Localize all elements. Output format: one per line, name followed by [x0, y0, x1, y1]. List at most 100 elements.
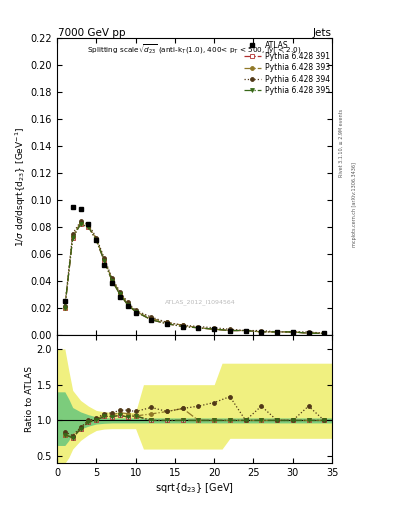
ATLAS	[212, 326, 217, 332]
Pythia 6.428 391	[322, 330, 327, 336]
Pythia 6.428 394	[78, 219, 83, 225]
Pythia 6.428 394	[243, 328, 248, 334]
Pythia 6.428 393	[259, 329, 264, 335]
Pythia 6.428 393	[290, 329, 295, 335]
Pythia 6.428 395	[78, 221, 83, 227]
ATLAS	[165, 321, 169, 327]
Pythia 6.428 391	[228, 328, 232, 334]
Pythia 6.428 395	[86, 224, 91, 230]
Text: mcplots.cern.ch [arXiv:1306.3436]: mcplots.cern.ch [arXiv:1306.3436]	[352, 162, 357, 247]
Pythia 6.428 394	[212, 325, 217, 331]
Pythia 6.428 394	[118, 288, 122, 294]
Pythia 6.428 393	[78, 220, 83, 226]
X-axis label: sqrt{d$_{23}$} [GeV]: sqrt{d$_{23}$} [GeV]	[155, 481, 234, 495]
Pythia 6.428 394	[149, 314, 154, 320]
ATLAS	[322, 330, 327, 336]
ATLAS	[180, 324, 185, 330]
Pythia 6.428 395	[212, 326, 217, 332]
Pythia 6.428 393	[149, 315, 154, 322]
Pythia 6.428 393	[86, 222, 91, 228]
Y-axis label: Ratio to ATLAS: Ratio to ATLAS	[25, 366, 34, 432]
Pythia 6.428 391	[110, 278, 114, 284]
ATLAS	[275, 329, 279, 335]
Pythia 6.428 395	[62, 305, 67, 311]
ATLAS	[259, 329, 264, 335]
Pythia 6.428 394	[290, 329, 295, 335]
Pythia 6.428 394	[259, 328, 264, 334]
Pythia 6.428 393	[212, 326, 217, 332]
Pythia 6.428 394	[125, 299, 130, 305]
Pythia 6.428 395	[306, 330, 311, 336]
Pythia 6.428 395	[275, 329, 279, 335]
Pythia 6.428 395	[243, 328, 248, 334]
Pythia 6.428 391	[70, 234, 75, 241]
Pythia 6.428 393	[322, 330, 327, 336]
ATLAS	[306, 330, 311, 336]
Pythia 6.428 394	[306, 329, 311, 335]
Pythia 6.428 393	[228, 328, 232, 334]
Pythia 6.428 391	[78, 221, 83, 227]
Pythia 6.428 394	[275, 329, 279, 335]
ATLAS	[290, 329, 295, 335]
Pythia 6.428 391	[62, 305, 67, 311]
ATLAS	[118, 294, 122, 300]
Pythia 6.428 391	[196, 325, 201, 331]
Pythia 6.428 395	[125, 302, 130, 308]
Pythia 6.428 394	[110, 275, 114, 281]
Pythia 6.428 393	[125, 301, 130, 307]
Pythia 6.428 393	[275, 329, 279, 335]
ATLAS	[110, 281, 114, 287]
ATLAS	[78, 206, 83, 212]
Pythia 6.428 391	[306, 330, 311, 336]
Pythia 6.428 394	[196, 324, 201, 330]
ATLAS	[62, 298, 67, 304]
Line: Pythia 6.428 393: Pythia 6.428 393	[63, 221, 326, 335]
Pythia 6.428 394	[322, 330, 327, 336]
Pythia 6.428 395	[110, 278, 114, 284]
Pythia 6.428 391	[118, 291, 122, 297]
Pythia 6.428 394	[228, 326, 232, 332]
Text: ATLAS_2012_I1094564: ATLAS_2012_I1094564	[165, 300, 235, 305]
Text: Splitting scale$\sqrt{d_{23}}$ (anti-k$_T$(1.0), 400< p$_T$ < 500, |y| < 2.0): Splitting scale$\sqrt{d_{23}}$ (anti-k$_…	[87, 43, 302, 57]
Pythia 6.428 391	[94, 237, 99, 243]
Pythia 6.428 394	[102, 255, 107, 261]
Pythia 6.428 395	[94, 237, 99, 243]
Text: Rivet 3.1.10, ≥ 2.9M events: Rivet 3.1.10, ≥ 2.9M events	[339, 109, 344, 178]
Line: Pythia 6.428 391: Pythia 6.428 391	[63, 222, 326, 335]
Pythia 6.428 395	[196, 325, 201, 331]
Pythia 6.428 393	[306, 330, 311, 336]
Pythia 6.428 391	[86, 224, 91, 230]
Text: Jets: Jets	[312, 28, 331, 38]
Pythia 6.428 393	[70, 233, 75, 240]
Pythia 6.428 391	[212, 326, 217, 332]
Pythia 6.428 393	[102, 256, 107, 262]
Pythia 6.428 395	[165, 321, 169, 327]
Pythia 6.428 393	[118, 290, 122, 296]
Pythia 6.428 391	[275, 329, 279, 335]
ATLAS	[149, 317, 154, 323]
Pythia 6.428 395	[180, 324, 185, 330]
Pythia 6.428 391	[149, 317, 154, 323]
Pythia 6.428 391	[133, 309, 138, 315]
Pythia 6.428 394	[133, 307, 138, 313]
Pythia 6.428 394	[62, 303, 67, 309]
Pythia 6.428 394	[70, 230, 75, 237]
Pythia 6.428 393	[165, 319, 169, 326]
Pythia 6.428 395	[70, 234, 75, 241]
Line: Pythia 6.428 395: Pythia 6.428 395	[63, 222, 326, 335]
ATLAS	[243, 328, 248, 334]
Pythia 6.428 393	[196, 325, 201, 331]
Pythia 6.428 391	[180, 324, 185, 330]
Pythia 6.428 393	[133, 309, 138, 315]
Pythia 6.428 391	[243, 328, 248, 334]
ATLAS	[86, 221, 91, 227]
Pythia 6.428 395	[322, 330, 327, 336]
Pythia 6.428 394	[86, 221, 91, 227]
Pythia 6.428 391	[102, 258, 107, 264]
ATLAS	[70, 204, 75, 210]
Pythia 6.428 395	[228, 328, 232, 334]
Line: Pythia 6.428 394: Pythia 6.428 394	[63, 220, 326, 335]
ATLAS	[133, 310, 138, 316]
Pythia 6.428 391	[259, 329, 264, 335]
ATLAS	[102, 262, 107, 268]
